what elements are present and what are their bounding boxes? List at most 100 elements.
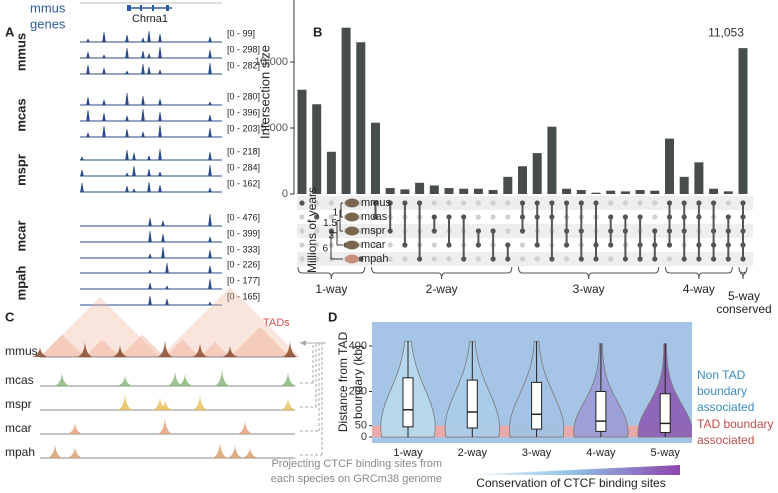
bar (473, 188, 483, 194)
bar (503, 176, 513, 194)
group-label: 2-way (426, 282, 458, 296)
box (466, 379, 478, 429)
group-bracket (738, 266, 748, 280)
group-bracket (518, 266, 660, 280)
track-range: [0 - 177] (227, 275, 260, 285)
binding-peak (222, 346, 238, 357)
matrix-dot (475, 214, 481, 220)
box (531, 381, 543, 430)
matrix-dot (358, 242, 364, 248)
bar (297, 89, 307, 194)
track-range: [0 - 218] (227, 146, 260, 156)
bar (709, 188, 719, 194)
group-label: 5-way (728, 289, 760, 303)
box (402, 377, 414, 428)
bar (620, 191, 630, 194)
bar (415, 182, 425, 194)
track-signal (86, 124, 212, 138)
matrix-dot (519, 242, 526, 248)
matrix-dot (372, 228, 379, 234)
y-tick-label: 400 (349, 340, 367, 352)
region-label: boundary (697, 384, 747, 398)
arrow-head (300, 340, 306, 346)
divergence-label: 6 (322, 244, 328, 255)
matrix-dot (490, 214, 496, 220)
binding-peak (152, 397, 168, 410)
y-axis-title: Intersection size (257, 45, 272, 139)
tad-triangle (160, 287, 300, 357)
binding-peak (32, 347, 48, 357)
tad-triangle (120, 334, 165, 357)
caption: Projecting CTCF binding sites from (271, 458, 442, 470)
binding-peak (112, 345, 128, 357)
bar (723, 191, 733, 194)
x-axis-title: Conservation of CTCF binding sites (476, 476, 665, 490)
species-icon (345, 198, 359, 208)
binding-peak (67, 423, 83, 434)
track-signal (148, 213, 212, 227)
group-bracket (665, 266, 733, 280)
bar (738, 48, 748, 194)
bar (532, 153, 542, 194)
bar (371, 122, 380, 194)
matrix-dot (299, 228, 305, 234)
set-label: mpah (361, 253, 389, 265)
plot-area (372, 322, 692, 443)
set-label: mmus (361, 197, 391, 209)
bar (694, 162, 704, 194)
binding-peak (280, 372, 296, 386)
track-range: [0 - 284] (227, 162, 260, 172)
track-range: [0 - 99] (227, 28, 255, 38)
region-label: associated (697, 400, 754, 414)
divergence-label: 1 (332, 208, 338, 219)
divergence-label: 1.5 (323, 218, 337, 229)
track-signal (80, 164, 212, 177)
binding-peak (237, 421, 253, 434)
tad-triangle (40, 334, 85, 357)
matrix-dot (387, 256, 393, 262)
matrix-dot (475, 256, 481, 262)
matrix-dot (461, 200, 467, 206)
matrix-dot (725, 200, 731, 206)
track-range: [0 - 165] (227, 291, 260, 301)
y-tick-label: 200 (349, 385, 367, 397)
species-label: mspr (13, 154, 28, 186)
matrix-dot (314, 214, 320, 220)
track-signal (86, 108, 212, 122)
matrix-dot (622, 200, 629, 206)
bar (635, 190, 645, 194)
bar (356, 42, 366, 194)
bar (576, 190, 586, 194)
tad-triangle (85, 339, 120, 357)
binding-peak (212, 442, 228, 458)
binding-peak (280, 398, 296, 410)
matrix-dot (358, 200, 364, 206)
matrix-dot (652, 200, 658, 206)
species-icon (345, 254, 359, 264)
set-label: mcas (361, 211, 388, 223)
matrix-dot (666, 256, 673, 262)
group-bracket (297, 266, 366, 280)
matrix-dot (564, 256, 570, 262)
bar (400, 189, 410, 194)
matrix-dot (299, 256, 305, 262)
matrix-dot (505, 214, 511, 220)
group-bracket (371, 266, 513, 280)
track-signal (86, 30, 212, 43)
track-header: genes (30, 16, 66, 31)
group-label: conserved (716, 302, 771, 316)
track-header: mmus (30, 0, 66, 15)
species-icon (345, 226, 359, 236)
matrix-dot (358, 228, 364, 234)
bar (679, 176, 689, 194)
matrix-dot (519, 256, 526, 262)
binding-peak (282, 341, 298, 357)
binding-peak (192, 343, 208, 357)
group-label: 1-way (315, 282, 347, 296)
track-range: [0 - 399] (227, 228, 260, 238)
caption: each species on GRCm38 genome (271, 473, 442, 485)
species-label: mcar (5, 421, 32, 435)
tads-label: TADs (263, 317, 290, 329)
matrix-dot (608, 200, 614, 206)
track-signal (86, 62, 212, 75)
